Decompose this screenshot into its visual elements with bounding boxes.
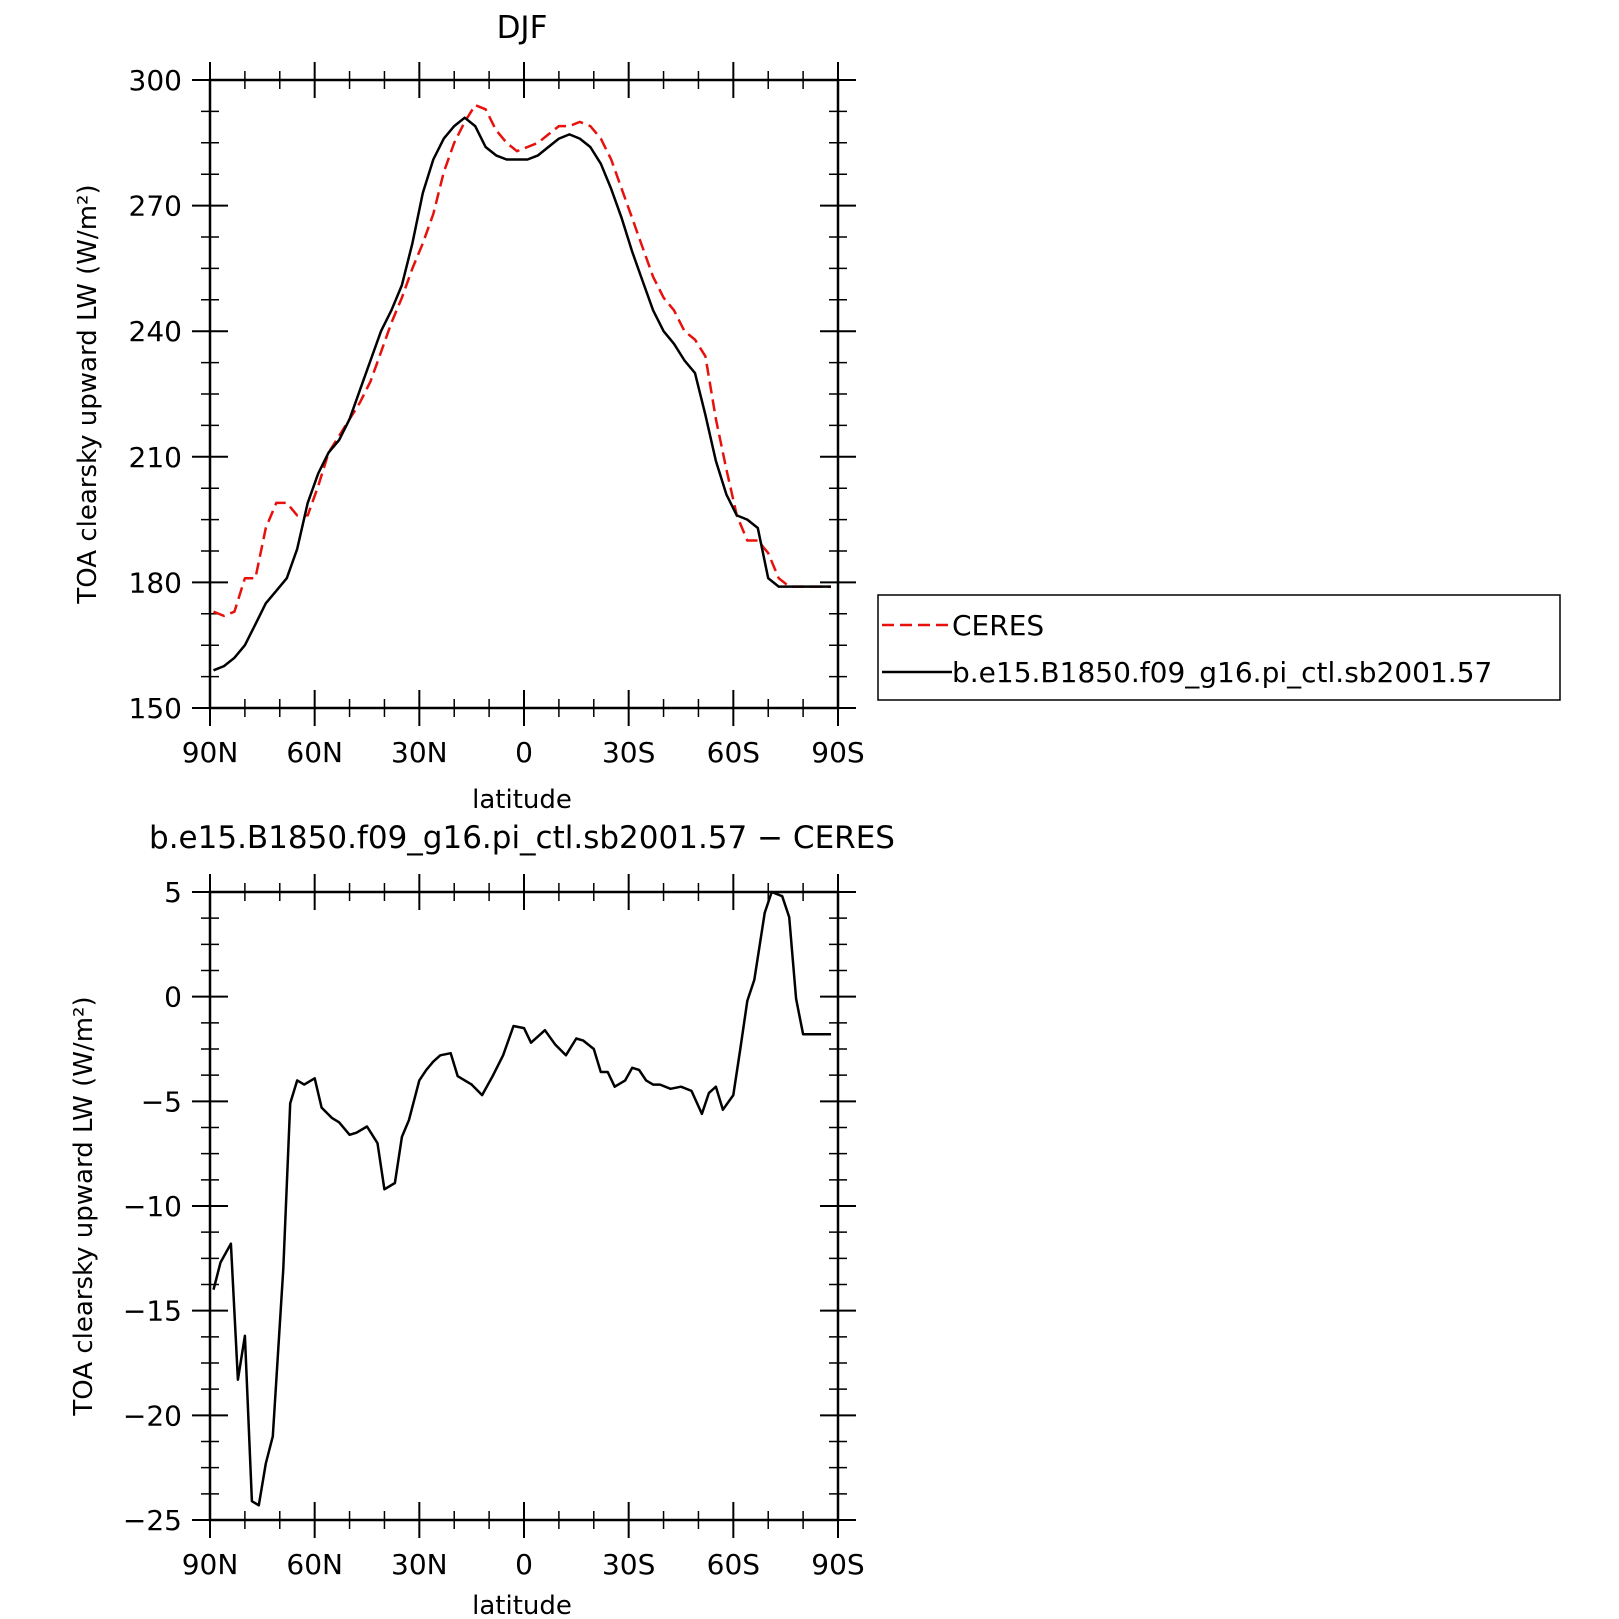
bot-y-tick-label: −5 <box>141 1085 182 1118</box>
top-x-tick-label: 60S <box>707 736 760 769</box>
top-series-line-1 <box>213 116 831 672</box>
top-x-tick-label: 90S <box>811 736 864 769</box>
bot-x-tick-label: 90S <box>811 1548 864 1581</box>
top-series-line-0 <box>213 103 831 618</box>
bot-y-tick-label: 0 <box>164 981 182 1014</box>
bottom-chart-plot-area <box>192 874 856 1538</box>
bot-y-tick-label: −10 <box>123 1190 182 1223</box>
top-chart-plot-area <box>192 62 856 726</box>
bottom-x-axis-label: latitude <box>472 1591 572 1619</box>
bottom-chart-title: b.e15.B1850.f09_g16.pi_ctl.sb2001.57 − C… <box>149 820 895 856</box>
bot-x-tick-label: 60N <box>286 1548 343 1581</box>
bot-x-tick-label: 30N <box>391 1548 448 1581</box>
top-y-tick-label: 240 <box>129 315 182 348</box>
top-y-tick-label: 300 <box>129 64 182 97</box>
top-y-tick-label: 150 <box>129 692 182 725</box>
bot-x-tick-label: 30S <box>602 1548 655 1581</box>
bot-x-tick-label: 60S <box>707 1548 760 1581</box>
top-x-tick-label: 90N <box>182 736 239 769</box>
bot-y-tick-label: −25 <box>123 1504 182 1537</box>
top-y-tick-label: 210 <box>129 441 182 474</box>
bot-x-tick-label: 0 <box>515 1548 533 1581</box>
bot-y-tick-label: 5 <box>164 876 182 909</box>
legend: CERES b.e15.B1850.f09_g16.pi_ctl.sb2001.… <box>877 594 1561 701</box>
top-x-tick-label: 30N <box>391 736 448 769</box>
bottom-y-axis-label: TOA clearsky upward LW (W/m²) <box>69 996 99 1416</box>
bot-y-tick-label: −20 <box>123 1399 182 1432</box>
bottom-chart-frame <box>208 890 840 1522</box>
bot-y-tick-label: −15 <box>123 1295 182 1328</box>
top-y-tick-label: 270 <box>129 190 182 223</box>
top-x-tick-label: 0 <box>515 736 533 769</box>
bottom-chart: b.e15.B1850.f09_g16.pi_ctl.sb2001.57 − C… <box>69 820 895 1619</box>
top-x-tick-label: 30S <box>602 736 655 769</box>
legend-label-model: b.e15.B1850.f09_g16.pi_ctl.sb2001.57 <box>952 656 1492 689</box>
top-y-tick-label: 180 <box>129 566 182 599</box>
bot-x-tick-label: 90N <box>182 1548 239 1581</box>
top-chart-frame <box>208 78 840 710</box>
top-chart: DJF 150 180 210 240 270 300 90N 60N 30N 0 30S 60S 9… <box>73 10 1561 815</box>
top-x-tick-label: 60N <box>286 736 343 769</box>
top-y-axis-label: TOA clearsky upward LW (W/m²) <box>73 184 103 604</box>
top-chart-title: DJF <box>497 10 548 46</box>
top-x-axis-label: latitude <box>472 785 572 815</box>
bot-series-line-0 <box>212 890 831 1507</box>
legend-label-ceres: CERES <box>952 609 1044 642</box>
legend-box <box>877 594 1561 701</box>
